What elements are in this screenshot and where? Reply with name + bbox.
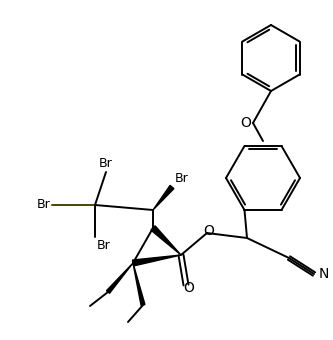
Text: Br: Br: [97, 239, 111, 252]
Polygon shape: [153, 185, 174, 210]
Text: O: O: [183, 281, 194, 295]
Text: Br: Br: [36, 199, 50, 211]
Text: O: O: [203, 224, 214, 238]
Polygon shape: [133, 263, 145, 305]
Text: Br: Br: [99, 157, 113, 170]
Polygon shape: [151, 226, 181, 255]
Polygon shape: [107, 263, 133, 293]
Text: Br: Br: [175, 172, 189, 185]
Polygon shape: [133, 255, 181, 266]
Text: O: O: [240, 116, 251, 130]
Text: N: N: [319, 267, 329, 281]
